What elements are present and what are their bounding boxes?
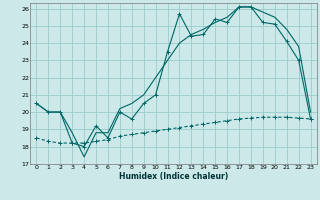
X-axis label: Humidex (Indice chaleur): Humidex (Indice chaleur) xyxy=(119,172,228,181)
